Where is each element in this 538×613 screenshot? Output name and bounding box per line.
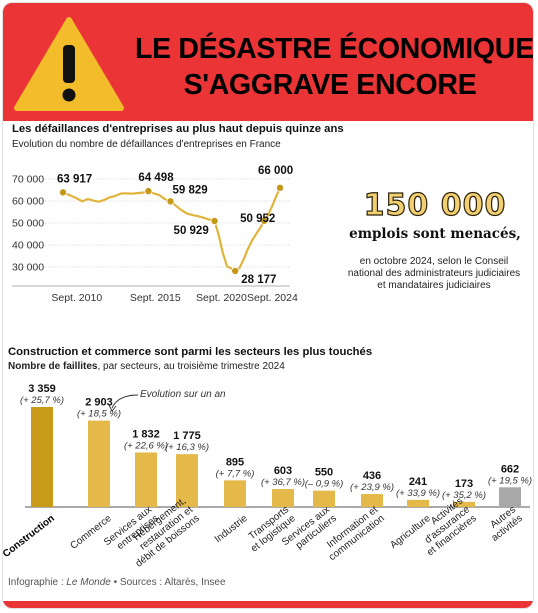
bar-change-label: (– 0,9 %) xyxy=(305,479,344,490)
category-label-group: Industrie xyxy=(213,513,250,546)
annotation-arrow xyxy=(111,394,139,409)
bar-value-label: 895 xyxy=(226,456,244,468)
bar-value-label: 241 xyxy=(409,476,427,488)
source-rest: • Sources : Altarès, Insee xyxy=(110,577,226,588)
data-label: 50 929 xyxy=(174,225,209,237)
bar-change-label: (+ 16,3 %) xyxy=(165,442,209,453)
highlight-subtitle: emplois sont menacés, xyxy=(349,226,521,242)
data-label: 50 952 xyxy=(240,213,275,225)
bar xyxy=(453,501,475,507)
bar-value-label: 173 xyxy=(455,478,473,490)
line-chart: 70 000 60 000 50 000 40 000 30 000 Sept. 2010… xyxy=(12,165,298,304)
highlight-description: en octobre 2024, selon le Conseil nation… xyxy=(347,256,521,291)
bar xyxy=(176,454,198,507)
category-label: Industrie xyxy=(213,513,250,546)
data-marker xyxy=(144,187,153,196)
bar-value-label: 436 xyxy=(363,470,381,482)
bar xyxy=(407,499,429,507)
bar xyxy=(272,489,294,507)
bar xyxy=(499,487,521,507)
y-tick-label: 50 000 xyxy=(12,218,44,230)
data-marker xyxy=(166,197,175,206)
infographic-frame: LE DÉSASTRE ÉCONOMIQUE S'AGGRAVE ENCORE xyxy=(2,2,534,609)
source-credit: Infographie : Le Monde • Sources : Altar… xyxy=(8,577,226,588)
bar-change-label: (+ 7,7 %) xyxy=(216,468,255,479)
data-label: 64 498 xyxy=(138,172,174,184)
category-label-group: Agriculture xyxy=(388,513,433,551)
source-prefix: Infographie : xyxy=(8,577,67,588)
annotation-text: Evolution sur un an xyxy=(140,389,226,400)
category-label-group: Construction xyxy=(1,513,57,560)
headline-line-1: LE DÉSASTRE ÉCONOMIQUE xyxy=(135,33,534,65)
data-marker xyxy=(59,188,68,197)
annotation-arrowhead xyxy=(108,404,117,412)
bar-change-label: (+ 23,9 %) xyxy=(350,482,394,493)
x-tick-label: Sept. 2015 xyxy=(130,292,181,304)
headline-line-2: S'AGGRAVE ENCORE xyxy=(183,69,477,101)
bar-chart-title: Construction et commerce sont parmi les … xyxy=(8,346,373,358)
data-label: 59 829 xyxy=(172,184,207,196)
bar xyxy=(88,420,110,507)
y-tick-label: 60 000 xyxy=(12,196,44,208)
bar xyxy=(135,452,157,507)
bar xyxy=(313,490,335,507)
y-tick-label: 40 000 xyxy=(12,240,44,252)
bar-change-label: (+ 25,7 %) xyxy=(20,395,64,406)
x-tick-label: Sept. 2020 xyxy=(196,292,247,304)
highlight-number: 150 000 xyxy=(363,187,507,223)
bottom-strip xyxy=(3,601,533,608)
data-marker xyxy=(275,183,284,192)
data-marker xyxy=(260,216,269,225)
bar-value-label: 1 832 xyxy=(132,428,160,440)
bar-change-label: (+ 19,5 %) xyxy=(488,475,532,486)
bar-chart-subtitle-bold: Nombre de faillites xyxy=(8,361,98,372)
bar-change-label: (+ 33,9 %) xyxy=(396,488,440,499)
bar xyxy=(224,480,246,507)
x-tick-label: Sept. 2024 xyxy=(247,292,298,304)
alert-banner xyxy=(3,3,533,121)
series-line xyxy=(62,187,282,273)
bar-chart-subtitle: Nombre de faillites, par secteurs, au tr… xyxy=(8,361,285,372)
category-label: Agriculture xyxy=(388,513,433,551)
bar-change-label: (+ 36,7 %) xyxy=(261,477,305,488)
bar-change-label: (+ 22,6 %) xyxy=(124,440,168,451)
data-label: 63 917 xyxy=(57,173,92,185)
y-tick-label: 70 000 xyxy=(12,174,44,186)
category-label: Construction xyxy=(1,513,57,560)
bar-change-label: (+ 35,2 %) xyxy=(442,490,486,501)
bar xyxy=(31,407,53,507)
bar-chart: 3 359(+ 25,7 %) Construction 2 903(+ 18,5 … xyxy=(1,383,532,570)
line-chart-title: Les défaillances d'entreprises au plus h… xyxy=(12,123,344,135)
bar xyxy=(361,494,383,507)
bar-value-label: 3 359 xyxy=(28,383,56,395)
data-label: 66 000 xyxy=(258,165,293,177)
line-chart-subtitle: Evolution du nombre de défaillances d'en… xyxy=(12,139,281,150)
data-marker xyxy=(210,216,219,225)
source-publication: Le Monde xyxy=(66,577,111,588)
x-tick-label: Sept. 2010 xyxy=(51,292,102,304)
bar-chart-subtitle-rest: , par secteurs, au troisième trimestre 2… xyxy=(97,361,285,372)
bar-value-label: 550 xyxy=(315,467,333,479)
data-marker xyxy=(231,267,240,276)
bar-change-label: (+ 18,5 %) xyxy=(77,409,121,420)
bar-value-label: 662 xyxy=(501,463,519,475)
y-tick-label: 30 000 xyxy=(12,262,44,274)
data-label: 28 177 xyxy=(241,274,276,286)
bar-value-label: 2 903 xyxy=(85,397,113,409)
bar-value-label: 1 775 xyxy=(173,430,201,442)
warning-triangle-icon xyxy=(14,17,124,111)
bar-value-label: 603 xyxy=(274,465,292,477)
